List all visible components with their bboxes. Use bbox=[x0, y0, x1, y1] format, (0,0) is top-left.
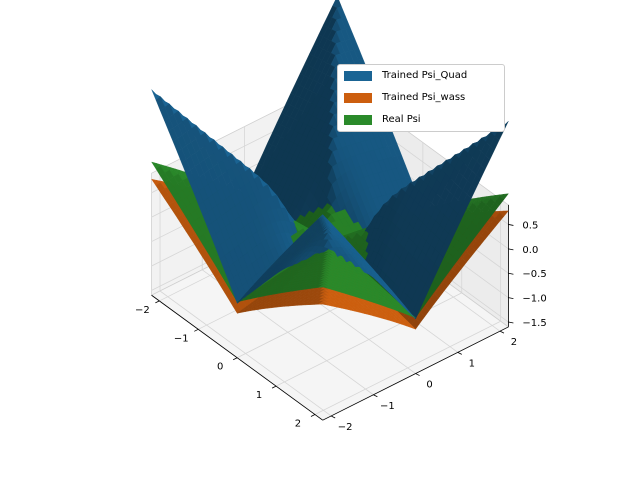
surfaces bbox=[151, 0, 509, 330]
y-tick-label: 0 bbox=[426, 380, 432, 391]
y-tick-label: 2 bbox=[511, 337, 517, 348]
z-tick-label: 0.5 bbox=[522, 220, 538, 231]
y-tick-label: 1 bbox=[469, 358, 475, 369]
surface-patch-psi-wass bbox=[317, 300, 329, 306]
x-tick-mark bbox=[155, 300, 160, 304]
grid-line-floor-x bbox=[314, 320, 501, 415]
y-tick-mark bbox=[415, 373, 420, 376]
y-tick-mark bbox=[457, 352, 462, 355]
x-tick-label: 1 bbox=[256, 390, 262, 401]
y-tick-mark bbox=[331, 415, 336, 419]
x-tick-mark bbox=[310, 414, 316, 417]
y-tick-mark bbox=[499, 330, 505, 334]
legend-swatch-real-psi bbox=[344, 115, 372, 125]
y-tick-label: −1 bbox=[380, 401, 395, 412]
z-tick-label: −1.5 bbox=[522, 318, 546, 329]
x-tick-mark bbox=[232, 357, 238, 361]
z-tick-label: −0.5 bbox=[522, 269, 546, 280]
legend-swatch-psi-quad bbox=[344, 71, 372, 81]
x-tick-label: 0 bbox=[217, 362, 223, 373]
surface-patch-real-psi bbox=[318, 284, 328, 289]
z-tick-mark bbox=[508, 248, 514, 251]
x-tick-mark bbox=[194, 328, 199, 332]
z-tick-label: −1.0 bbox=[522, 294, 546, 305]
legend-swatch-psi-wass bbox=[344, 93, 372, 103]
y-tick-label: −2 bbox=[338, 422, 353, 433]
legend-label-psi-wass: Trained Psi_wass bbox=[382, 92, 466, 103]
legend-label-real-psi: Real Psi bbox=[382, 114, 421, 125]
x-tick-label: −1 bbox=[174, 333, 189, 344]
tick-labels: −2 −1 0 1 2 −2 −1 0 1 2 0.5 0.0 −0.5 −1.0 −1.5 bbox=[135, 220, 547, 433]
x-tick-label: 2 bbox=[295, 419, 301, 430]
legend-label-psi-quad: Trained Psi_Quad bbox=[382, 70, 468, 81]
z-tick-mark bbox=[508, 321, 514, 324]
surface-patch-psi-quad bbox=[318, 214, 328, 220]
z-tick-label: 0.0 bbox=[522, 245, 538, 256]
y-tick-mark bbox=[373, 394, 378, 398]
z-tick-mark bbox=[508, 272, 514, 275]
x-tick-label: −2 bbox=[135, 305, 150, 316]
z-tick-mark bbox=[508, 297, 514, 300]
x-tick-mark bbox=[271, 385, 277, 389]
legend: Trained Psi_Quad Trained Psi_wass Real P… bbox=[337, 64, 505, 132]
z-tick-mark bbox=[508, 224, 514, 226]
